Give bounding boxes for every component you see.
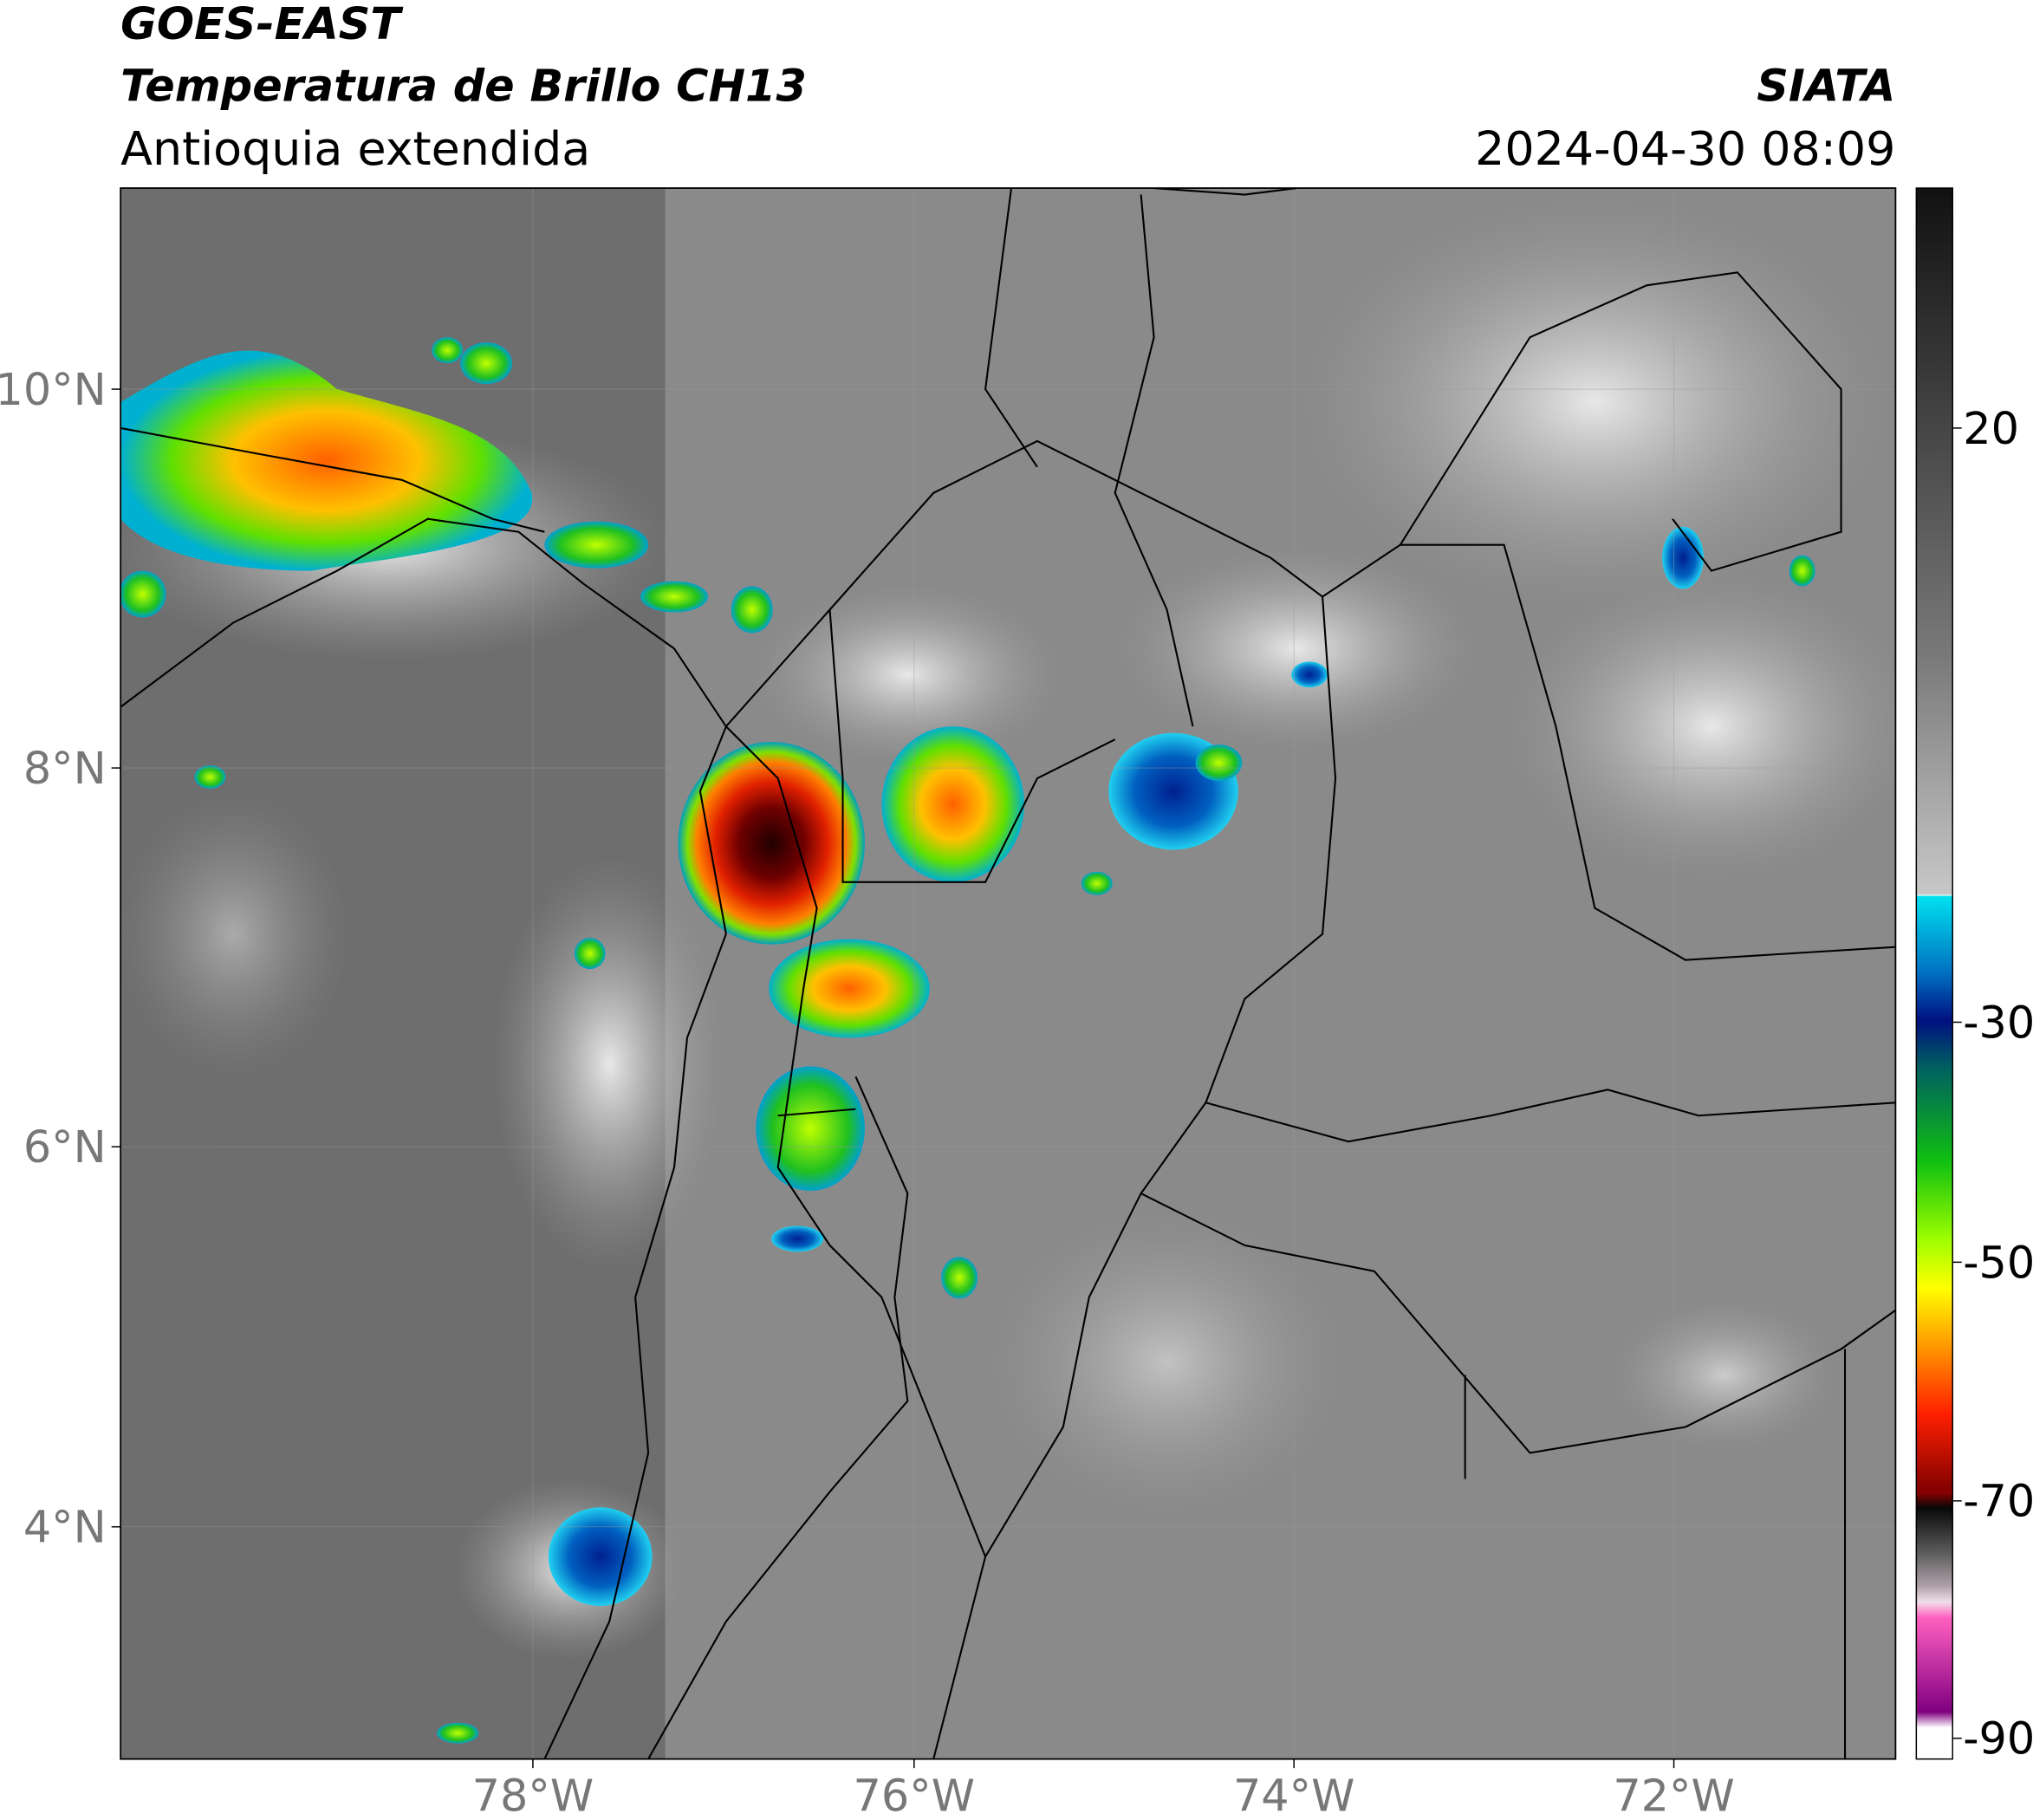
colorbar-tick-label: -50	[1963, 1237, 2033, 1288]
datetime-label: 2024-04-30 08:09	[1475, 121, 1895, 176]
lon-label: 76°W	[854, 1771, 975, 1820]
lon-labels: 78°W 76°W 74°W 72°W	[472, 1758, 1735, 1820]
lon-label: 72°W	[1613, 1771, 1734, 1820]
map-area	[120, 188, 1896, 1759]
colorbar-tick-label: 20	[1963, 403, 2019, 454]
lon-label: 78°W	[472, 1771, 594, 1820]
lat-label: 4°N	[23, 1502, 107, 1553]
colorbar-tick-label: -30	[1963, 997, 2033, 1048]
lat-label: 8°N	[23, 743, 107, 794]
lat-labels: 10°N 8°N 6°N 4°N	[0, 364, 121, 1553]
map-frame	[120, 187, 1897, 1760]
gridlines	[120, 188, 1896, 1759]
region-subtitle: Antioquia extendida	[120, 121, 590, 176]
lat-label: 6°N	[23, 1121, 107, 1173]
colorbar-tick-label: -90	[1963, 1713, 2033, 1765]
product-title: Temperatura de Brillo CH13	[120, 61, 807, 112]
agency-label: SIATA	[1757, 61, 1895, 112]
lat-label: 10°N	[0, 364, 107, 415]
borders	[120, 188, 1896, 1759]
colorbar-ticks: 20 -30 -50 -70 -90	[1952, 403, 2033, 1765]
lon-label: 74°W	[1233, 1771, 1354, 1820]
colorbar	[1915, 187, 1953, 1760]
satellite-title: GOES-EAST	[120, 0, 404, 49]
colorbar-tick-label: -70	[1963, 1476, 2033, 1527]
